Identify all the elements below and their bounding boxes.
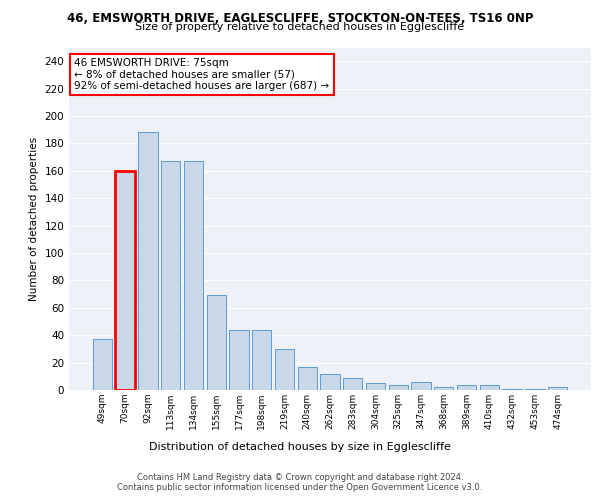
Bar bbox=[298, 366, 317, 390]
Bar bbox=[115, 171, 135, 390]
Bar bbox=[161, 161, 181, 390]
Text: 46, EMSWORTH DRIVE, EAGLESCLIFFE, STOCKTON-ON-TEES, TS16 0NP: 46, EMSWORTH DRIVE, EAGLESCLIFFE, STOCKT… bbox=[67, 12, 533, 26]
Bar bbox=[229, 330, 248, 390]
Bar bbox=[366, 383, 385, 390]
Text: 46 EMSWORTH DRIVE: 75sqm
← 8% of detached houses are smaller (57)
92% of semi-de: 46 EMSWORTH DRIVE: 75sqm ← 8% of detache… bbox=[74, 58, 329, 91]
Bar bbox=[275, 349, 294, 390]
Bar bbox=[525, 388, 545, 390]
Y-axis label: Number of detached properties: Number of detached properties bbox=[29, 136, 39, 301]
Bar bbox=[389, 384, 408, 390]
Bar bbox=[434, 388, 454, 390]
Bar bbox=[343, 378, 362, 390]
Text: Contains public sector information licensed under the Open Government Licence v3: Contains public sector information licen… bbox=[118, 484, 482, 492]
Bar bbox=[252, 330, 271, 390]
Bar bbox=[457, 384, 476, 390]
Text: Contains HM Land Registry data © Crown copyright and database right 2024.: Contains HM Land Registry data © Crown c… bbox=[137, 472, 463, 482]
Bar bbox=[479, 384, 499, 390]
Bar bbox=[206, 296, 226, 390]
Bar bbox=[138, 132, 158, 390]
Bar bbox=[548, 388, 567, 390]
Bar bbox=[502, 388, 522, 390]
Bar bbox=[184, 161, 203, 390]
Bar bbox=[93, 340, 112, 390]
Text: Size of property relative to detached houses in Egglescliffe: Size of property relative to detached ho… bbox=[136, 22, 464, 32]
Bar bbox=[412, 382, 431, 390]
Text: Distribution of detached houses by size in Egglescliffe: Distribution of detached houses by size … bbox=[149, 442, 451, 452]
Bar bbox=[320, 374, 340, 390]
